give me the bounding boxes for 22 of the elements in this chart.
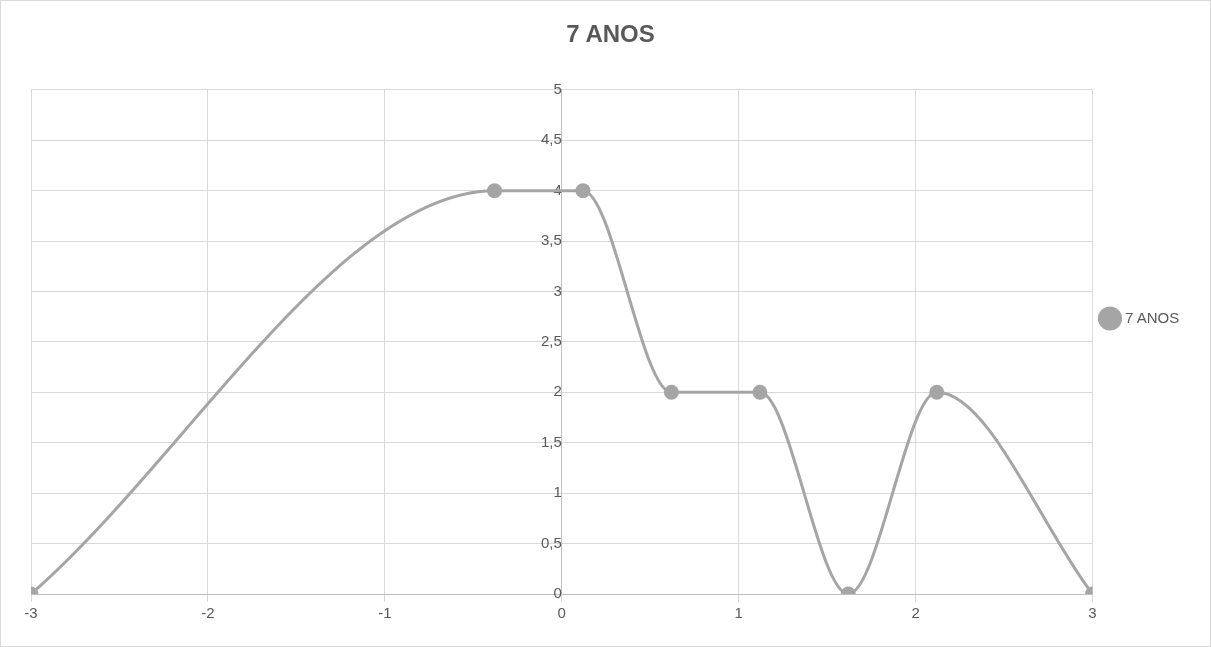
point (487, 183, 503, 199)
y-tick-label: 0,5 (540, 533, 562, 551)
y-tick-label: 0 (553, 584, 562, 602)
x-tick-label: 2 (911, 604, 920, 622)
chart-title: 7 ANOS (566, 20, 655, 48)
x-tick-label: 1 (734, 604, 743, 622)
y-tick-label: 5 (553, 79, 562, 97)
point (663, 384, 679, 400)
y-tick-label: 2 (553, 382, 562, 400)
y-tick-label: 1,5 (540, 432, 562, 450)
y-tick-label: 1 (553, 483, 562, 501)
y-tick-label: 3,5 (540, 231, 562, 249)
point (575, 183, 591, 199)
y-tick-label: 3 (553, 281, 562, 299)
x-tick-label: -3 (24, 604, 38, 622)
point (752, 384, 768, 400)
x-tick-label: -2 (201, 604, 215, 622)
x-tick-label: -1 (378, 604, 392, 622)
y-tick-label: 4,5 (540, 130, 562, 148)
y-tick-label: 2,5 (540, 332, 562, 350)
legend-label: 7 ANOS (1124, 308, 1180, 326)
x-tick-label: 3 (1088, 604, 1097, 622)
